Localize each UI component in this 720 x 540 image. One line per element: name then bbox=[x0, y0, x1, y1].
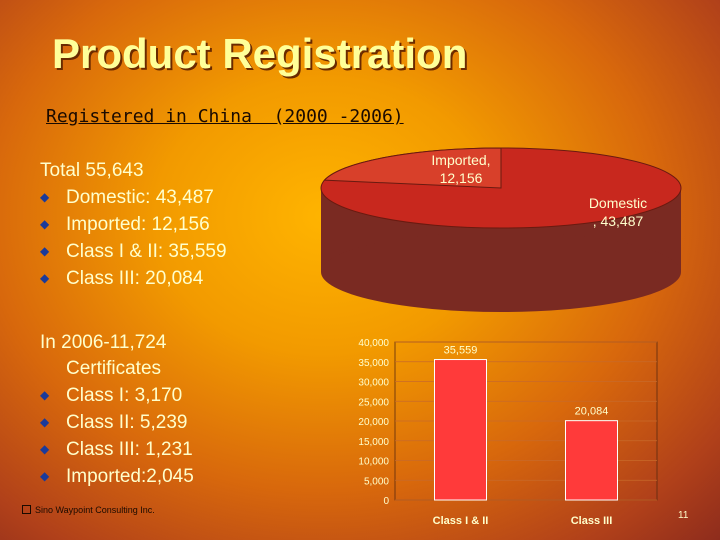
list-item: ◆ Class II: 5,239 bbox=[40, 409, 194, 436]
pie-chart: Imported, 12,156 Domestic , 43,487 bbox=[316, 140, 686, 320]
y-tick-label: 25,000 bbox=[358, 397, 389, 408]
pie-label-domestic: Domestic bbox=[589, 195, 647, 211]
y-tick-label: 0 bbox=[383, 496, 389, 507]
y-tick-label: 30,000 bbox=[358, 378, 389, 389]
list-item: ◆ Class I & II: 35,559 bbox=[40, 238, 227, 265]
y-tick-label: 20,000 bbox=[358, 417, 389, 428]
pie-value-domestic: , 43,487 bbox=[593, 213, 644, 229]
y-tick-label: 5,000 bbox=[364, 476, 389, 487]
pie-bottom bbox=[321, 232, 681, 312]
footer: Sino Waypoint Consulting Inc. bbox=[22, 505, 155, 515]
bar-1 bbox=[434, 359, 487, 501]
year-heading-cont: Certificates bbox=[66, 358, 162, 379]
totals-list: Total 55,643 ◆ Domestic: 43,487 ◆ Imported… bbox=[40, 158, 227, 292]
pie-chart-svg: Imported, 12,156 Domestic , 43,487 bbox=[320, 147, 682, 312]
bar-chart-svg: 0 5,000 10,000 15,000 20,000 25,000 30,000 35,0… bbox=[358, 338, 658, 527]
pie-label-imported: Imported, bbox=[431, 152, 490, 168]
diamond-bullet-icon: ◆ bbox=[40, 244, 50, 258]
year-heading: In 2006-11,724 bbox=[40, 332, 167, 353]
x-tick-label: Class I & II bbox=[433, 515, 489, 527]
diamond-bullet-icon: ◆ bbox=[40, 469, 50, 483]
list-item: ◆ Imported: 12,156 bbox=[40, 211, 227, 238]
bar-value-label: 35,559 bbox=[444, 345, 478, 357]
pie-slice-imported bbox=[323, 147, 502, 189]
list-item: ◆ Class I: 3,170 bbox=[40, 382, 194, 409]
y-tick-label: 10,000 bbox=[358, 457, 389, 468]
bar-value-label: 20,084 bbox=[575, 406, 609, 418]
page-subtitle: Registered in China (2000 -2006) bbox=[46, 106, 404, 127]
list-item: ◆ Imported:2,045 bbox=[40, 463, 194, 490]
diamond-bullet-icon: ◆ bbox=[40, 388, 50, 402]
y-tick-label: 35,000 bbox=[358, 358, 389, 369]
diamond-bullet-icon: ◆ bbox=[40, 271, 50, 285]
diamond-bullet-icon: ◆ bbox=[40, 190, 50, 204]
bar-chart: 0 5,000 10,000 15,000 20,000 25,000 30,000 35,0… bbox=[335, 330, 675, 535]
pie-value-imported: 12,156 bbox=[440, 170, 483, 186]
x-tick-label: Class III bbox=[571, 515, 613, 527]
diamond-bullet-icon: ◆ bbox=[40, 442, 50, 456]
list-item: ◆ Class III: 1,231 bbox=[40, 436, 194, 463]
y-tick-label: 15,000 bbox=[358, 437, 389, 448]
list-item: ◆ Domestic: 43,487 bbox=[40, 184, 227, 211]
page-number: 11 bbox=[678, 510, 689, 521]
list-item: ◆ Class III: 20,084 bbox=[40, 265, 227, 292]
year-2006-list: In 2006-11,724 Certificates ◆ Class I: 3,… bbox=[40, 330, 194, 490]
diamond-bullet-icon: ◆ bbox=[40, 415, 50, 429]
y-tick-label: 40,000 bbox=[358, 338, 389, 349]
totals-heading: Total 55,643 bbox=[40, 160, 144, 181]
bar-2 bbox=[565, 420, 618, 501]
diamond-bullet-icon: ◆ bbox=[40, 217, 50, 231]
page-title: Product Registration bbox=[52, 30, 468, 77]
square-bullet-icon bbox=[22, 505, 31, 514]
